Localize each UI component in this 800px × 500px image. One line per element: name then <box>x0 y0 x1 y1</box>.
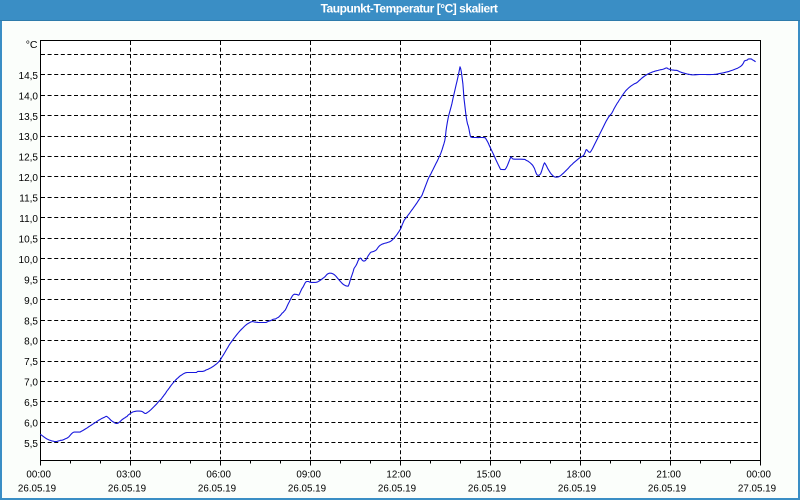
svg-text:7,5: 7,5 <box>24 357 38 368</box>
svg-text:10,0: 10,0 <box>19 255 39 266</box>
svg-text:9,0: 9,0 <box>24 296 38 307</box>
svg-text:6,0: 6,0 <box>24 419 38 430</box>
svg-text:13,0: 13,0 <box>19 132 39 143</box>
svg-text:°C: °C <box>26 39 38 51</box>
svg-text:21:00: 21:00 <box>656 470 681 481</box>
svg-text:27.05.19: 27.05.19 <box>738 484 776 495</box>
svg-text:26.05.19: 26.05.19 <box>378 484 416 495</box>
svg-text:26.05.19: 26.05.19 <box>468 484 506 495</box>
svg-text:Taupunkt-Temperatur [°C] skali: Taupunkt-Temperatur [°C] skaliert <box>321 2 498 16</box>
svg-text:11,5: 11,5 <box>19 194 38 205</box>
svg-text:26.05.19: 26.05.19 <box>648 484 686 495</box>
svg-text:5,5: 5,5 <box>24 439 38 450</box>
svg-text:11,0: 11,0 <box>19 214 38 225</box>
svg-text:14,5: 14,5 <box>19 71 39 82</box>
svg-text:6,5: 6,5 <box>24 398 38 409</box>
svg-text:26.05.19: 26.05.19 <box>198 484 236 495</box>
svg-text:12,5: 12,5 <box>19 153 39 164</box>
svg-text:26.05.19: 26.05.19 <box>288 484 326 495</box>
svg-text:8,0: 8,0 <box>24 337 38 348</box>
svg-text:13,5: 13,5 <box>19 112 39 123</box>
svg-text:15:00: 15:00 <box>476 470 501 481</box>
svg-text:26.05.19: 26.05.19 <box>558 484 596 495</box>
svg-text:00:00: 00:00 <box>746 470 771 481</box>
svg-text:06:00: 06:00 <box>206 470 231 481</box>
svg-text:26.05.19: 26.05.19 <box>108 484 146 495</box>
svg-text:7,0: 7,0 <box>24 378 38 389</box>
svg-text:9,5: 9,5 <box>24 275 38 286</box>
svg-text:14,0: 14,0 <box>19 91 39 102</box>
svg-text:00:00: 00:00 <box>26 470 51 481</box>
svg-text:8,5: 8,5 <box>24 316 38 327</box>
svg-text:09:00: 09:00 <box>296 470 321 481</box>
svg-text:10,5: 10,5 <box>19 235 39 246</box>
svg-text:18:00: 18:00 <box>566 470 591 481</box>
svg-text:26.05.19: 26.05.19 <box>18 484 56 495</box>
svg-text:03:00: 03:00 <box>116 470 141 481</box>
svg-text:12:00: 12:00 <box>386 470 411 481</box>
svg-text:12,0: 12,0 <box>19 173 39 184</box>
